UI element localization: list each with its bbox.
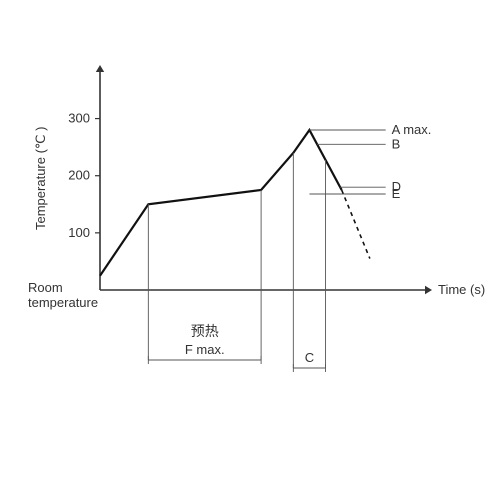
callout-label: B [392, 136, 401, 151]
y-tick-label: 200 [68, 168, 90, 183]
y-tick-label: 300 [68, 111, 90, 126]
origin-label: temperature [28, 295, 98, 310]
callout-label: E [392, 186, 401, 201]
y-tick-label: 100 [68, 225, 90, 240]
reflow-profile-chart: 100 200 300 Temperature (℃ ) Time (s) Roomtem… [0, 0, 500, 500]
f-label-bottom: F max. [185, 342, 225, 357]
c-label: C [305, 350, 314, 365]
origin-label: Room [28, 280, 63, 295]
chart-bg [0, 0, 500, 500]
callout-label: A max. [392, 122, 432, 137]
y-axis-label: Temperature (℃ ) [33, 127, 48, 230]
x-axis-label: Time (s) [438, 282, 485, 297]
f-label-top: 预热 [191, 323, 219, 339]
